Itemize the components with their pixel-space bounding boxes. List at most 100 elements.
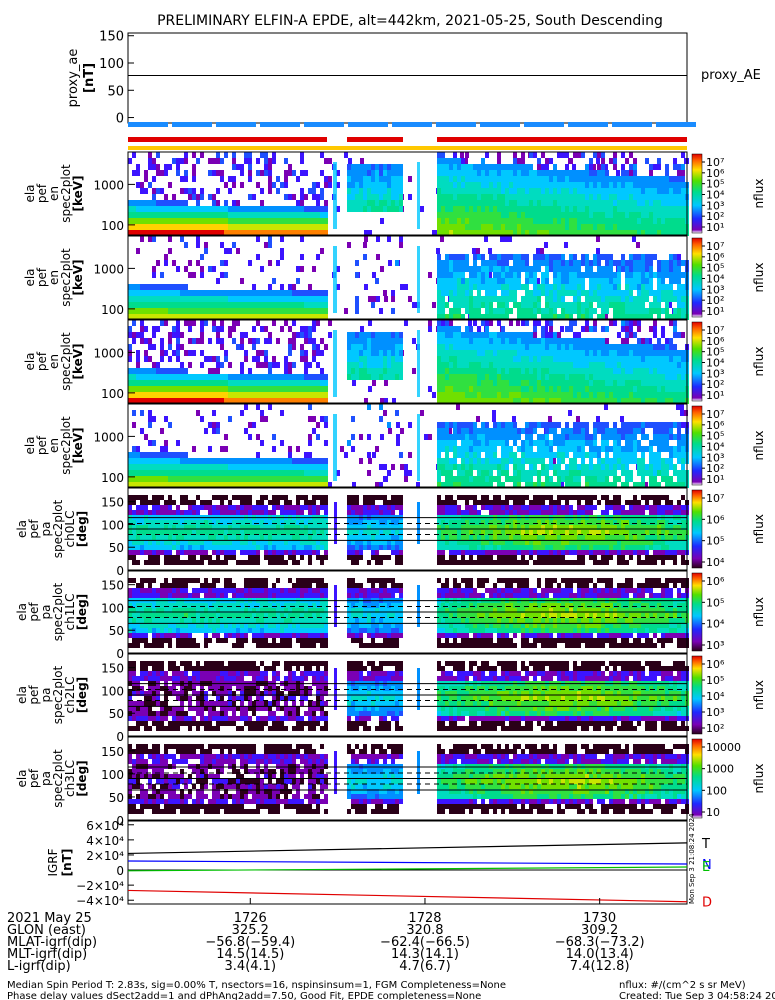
heatmap-cell bbox=[633, 332, 637, 338]
heatmap-cell bbox=[613, 440, 617, 446]
heatmap-cell bbox=[437, 272, 441, 278]
heatmap-cell bbox=[585, 194, 589, 200]
heatmap-cell bbox=[569, 380, 573, 386]
noise-pixel bbox=[572, 164, 576, 170]
heatmap-cell bbox=[469, 368, 473, 374]
heatmap-cell bbox=[577, 224, 581, 230]
heatmap-cell bbox=[284, 158, 288, 164]
heatmap-cell bbox=[549, 284, 553, 290]
heatmap-cell bbox=[497, 176, 501, 182]
heatmap-cell bbox=[316, 434, 320, 440]
heatmap-cell bbox=[681, 170, 685, 176]
heatmap-cell bbox=[585, 398, 589, 404]
heatmap-cell bbox=[569, 194, 573, 200]
heatmap-cell bbox=[621, 152, 625, 158]
heatmap-cell bbox=[681, 176, 685, 182]
heatmap-cell bbox=[280, 314, 284, 320]
heatmap-cell bbox=[168, 206, 172, 212]
heatmap-cell bbox=[355, 206, 359, 212]
heatmap-cell bbox=[200, 470, 204, 476]
noise-pixel bbox=[404, 464, 408, 470]
heatmap-cell bbox=[216, 356, 220, 362]
blue-bar-segment bbox=[348, 122, 388, 127]
heatmap-cell bbox=[375, 182, 379, 188]
heatmap-cell bbox=[156, 170, 160, 176]
heatmap-cell bbox=[264, 296, 268, 302]
heatmap-cell bbox=[481, 368, 485, 374]
heatmap-cell bbox=[549, 188, 553, 194]
heatmap-cell bbox=[653, 392, 657, 398]
heatmap-cell bbox=[465, 344, 469, 350]
heatmap-cell bbox=[300, 476, 304, 482]
heatmap-cell bbox=[561, 380, 565, 386]
heatmap-cell bbox=[605, 296, 609, 302]
heatmap-cell bbox=[513, 278, 517, 284]
heatmap-cell bbox=[589, 458, 593, 464]
heatmap-cell bbox=[371, 194, 375, 200]
heatmap-cell bbox=[681, 398, 685, 404]
noise-pixel bbox=[544, 242, 548, 248]
heatmap-cell bbox=[228, 476, 232, 482]
heatmap-cell bbox=[284, 314, 288, 320]
heatmap-cell bbox=[128, 374, 132, 380]
heatmap-cell bbox=[465, 446, 469, 452]
heatmap-cell bbox=[681, 260, 685, 266]
spike-column bbox=[333, 330, 337, 397]
heatmap-cell bbox=[625, 284, 629, 290]
heatmap-cell bbox=[473, 362, 477, 368]
noise-pixel bbox=[308, 452, 312, 458]
heatmap-cell bbox=[268, 212, 272, 218]
heatmap-cell bbox=[505, 476, 509, 482]
heatmap-cell bbox=[465, 188, 469, 194]
heatmap-cell bbox=[453, 434, 457, 440]
heatmap-cell bbox=[489, 464, 493, 470]
heatmap-cell bbox=[136, 470, 140, 476]
noise-pixel bbox=[208, 446, 212, 452]
noise-pixel bbox=[328, 320, 332, 326]
heatmap-cell bbox=[148, 158, 152, 164]
heatmap-cell bbox=[553, 206, 557, 212]
heatmap-cell bbox=[553, 290, 557, 296]
heatmap-cell bbox=[220, 374, 224, 380]
heatmap-cell bbox=[391, 194, 395, 200]
heatmap-cell bbox=[605, 464, 609, 470]
heatmap-cell bbox=[200, 326, 204, 332]
heatmap-cell bbox=[573, 182, 577, 188]
heatmap-cell bbox=[280, 206, 284, 212]
heatmap-cell bbox=[284, 476, 288, 482]
heatmap-cell bbox=[641, 338, 645, 344]
heatmap-cell bbox=[449, 296, 453, 302]
heatmap-cell bbox=[489, 338, 493, 344]
heatmap-cell bbox=[557, 206, 561, 212]
heatmap-cell bbox=[324, 314, 328, 320]
heatmap-cell bbox=[593, 464, 597, 470]
heatmap-cell bbox=[553, 296, 557, 302]
ylabel: proxy_ae [nT] bbox=[66, 49, 97, 108]
heatmap-cell bbox=[469, 296, 473, 302]
heatmap-cell bbox=[677, 296, 681, 302]
heatmap-cell bbox=[545, 224, 549, 230]
heatmap-cell bbox=[645, 296, 649, 302]
heatmap-cell bbox=[565, 170, 569, 176]
heatmap-cell bbox=[557, 230, 561, 236]
heatmap-cell bbox=[172, 308, 176, 314]
heatmap-cell bbox=[485, 440, 489, 446]
heatmap-cell bbox=[216, 482, 220, 488]
heatmap-cell bbox=[449, 476, 453, 482]
heatmap-cell bbox=[549, 206, 553, 212]
heatmap-cell bbox=[383, 188, 387, 194]
heatmap-cell bbox=[533, 182, 537, 188]
heatmap-cell bbox=[569, 446, 573, 452]
heatmap-cell bbox=[641, 188, 645, 194]
heatmap-cell bbox=[565, 164, 569, 170]
heatmap-cell bbox=[621, 212, 625, 218]
noise-pixel bbox=[396, 440, 400, 446]
heatmap-cell bbox=[505, 314, 509, 320]
heatmap-cell bbox=[625, 188, 629, 194]
noise-pixel bbox=[296, 266, 300, 272]
heatmap-cell bbox=[501, 212, 505, 218]
heatmap-cell bbox=[505, 224, 509, 230]
heatmap-cell bbox=[220, 314, 224, 320]
heatmap-cell bbox=[505, 230, 509, 236]
heatmap-cell bbox=[585, 188, 589, 194]
